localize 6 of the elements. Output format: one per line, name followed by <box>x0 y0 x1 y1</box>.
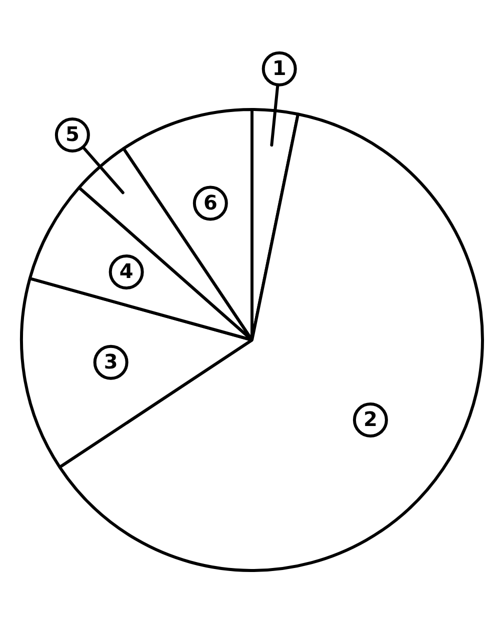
slice-label: 2 <box>363 407 378 432</box>
slice-label: 3 <box>104 350 118 374</box>
slice-label: 4 <box>119 259 134 284</box>
slice-label: 5 <box>65 122 80 146</box>
slice-label: 6 <box>203 190 218 214</box>
slice-label: 1 <box>272 56 286 80</box>
